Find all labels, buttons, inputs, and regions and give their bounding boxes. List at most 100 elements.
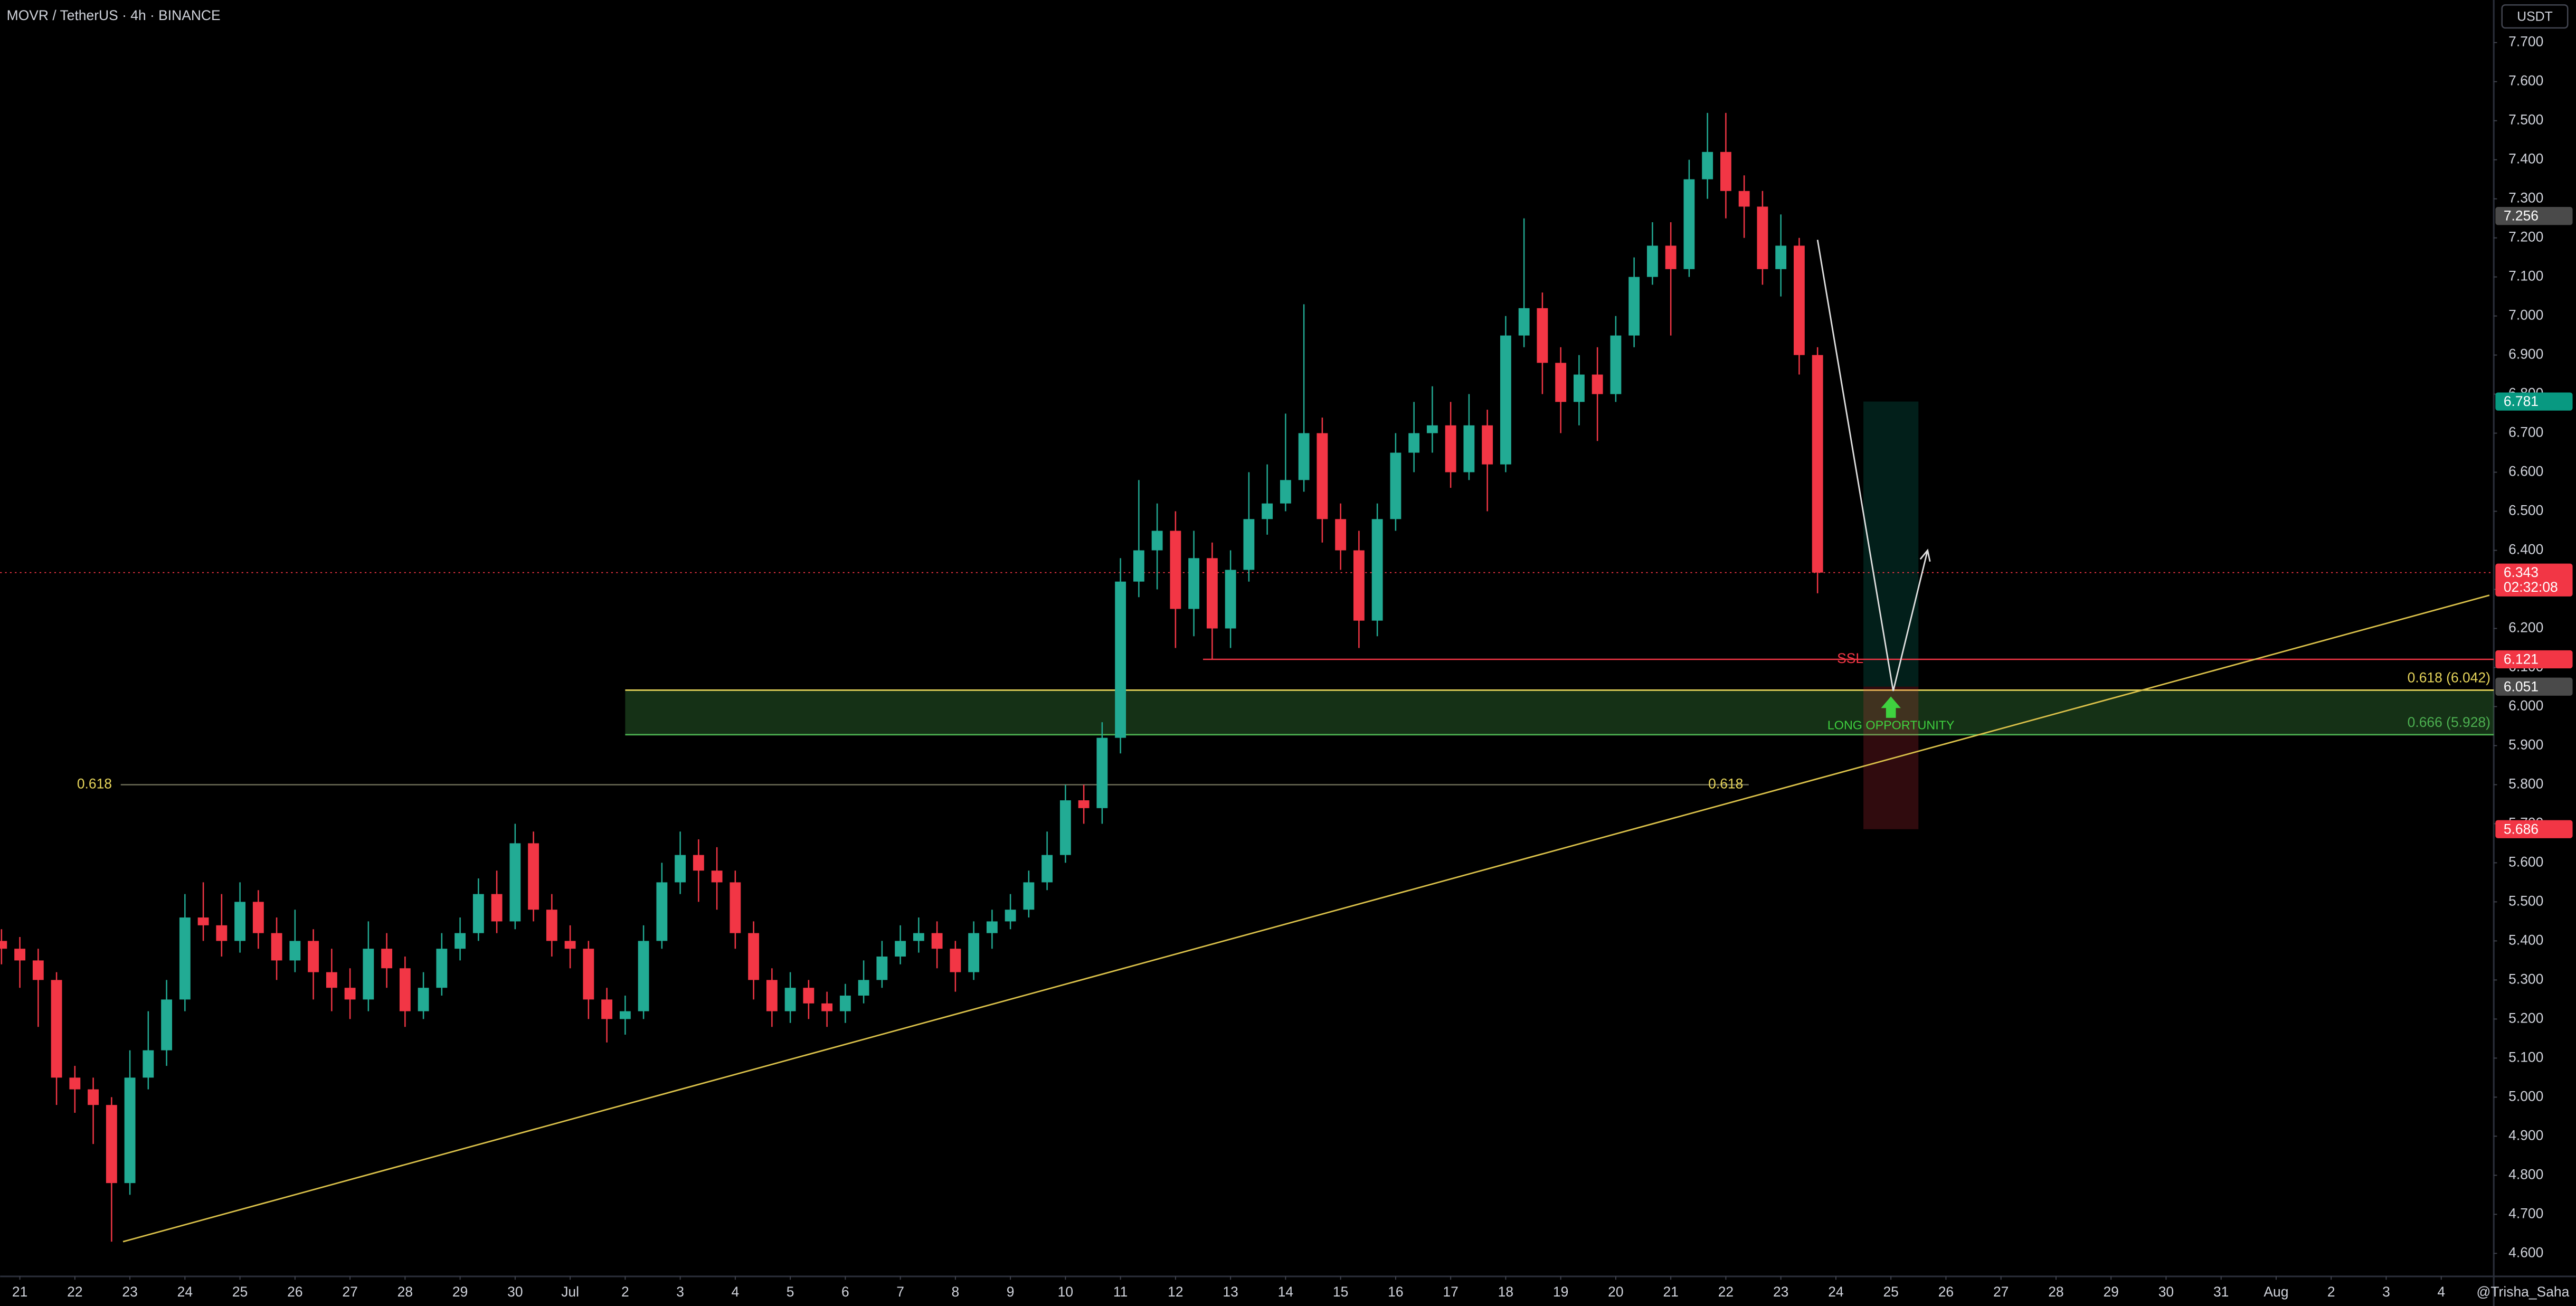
x-tick-label: 6 bbox=[841, 1284, 849, 1300]
candle-body bbox=[1059, 800, 1071, 855]
x-tick-label: Jul bbox=[561, 1284, 579, 1300]
fib-line-label-left: 0.618 bbox=[77, 775, 112, 791]
candle-body bbox=[0, 941, 7, 949]
candle-body bbox=[931, 933, 943, 949]
x-tick-label: 2 bbox=[2327, 1284, 2335, 1300]
candle-body bbox=[601, 999, 613, 1019]
x-tick-label: 4 bbox=[732, 1284, 740, 1300]
y-tick-label: 5.000 bbox=[2508, 1088, 2543, 1104]
x-tick-label: 22 bbox=[1718, 1284, 1734, 1300]
y-tick-label: 7.000 bbox=[2508, 307, 2543, 323]
candle-body bbox=[179, 917, 191, 1000]
candle-body bbox=[1683, 179, 1695, 269]
y-tick-label: 5.400 bbox=[2508, 932, 2543, 948]
candle-body bbox=[1793, 245, 1805, 355]
stop-badge bbox=[2495, 820, 2573, 838]
candle-body bbox=[1170, 531, 1181, 609]
y-tick-label: 7.300 bbox=[2508, 190, 2543, 206]
y-tick-label: 5.900 bbox=[2508, 736, 2543, 752]
candle-body bbox=[1335, 519, 1347, 551]
x-tick-label: 2 bbox=[621, 1284, 629, 1300]
candle-body bbox=[1317, 433, 1328, 519]
candle-body bbox=[821, 1003, 833, 1011]
long-arrow bbox=[1881, 696, 1901, 718]
position-target bbox=[1863, 401, 1919, 687]
x-tick-label: 14 bbox=[1278, 1284, 1293, 1300]
candle-body bbox=[986, 921, 998, 933]
trend-line bbox=[122, 594, 2490, 1243]
x-tick-label: 28 bbox=[397, 1284, 413, 1300]
x-tick-label: 8 bbox=[952, 1284, 960, 1300]
marker-price-badge bbox=[2495, 207, 2573, 225]
projection-path bbox=[1816, 240, 1929, 692]
long-label: LONG OPPORTUNITY bbox=[1827, 718, 1955, 732]
target-badge bbox=[2495, 392, 2573, 411]
currency-button[interactable] bbox=[2501, 4, 2569, 29]
candle-body bbox=[968, 933, 980, 972]
candle-body bbox=[803, 988, 815, 1004]
y-tick-label: 5.200 bbox=[2508, 1010, 2543, 1026]
candle-body bbox=[711, 870, 723, 883]
candle-body bbox=[1775, 245, 1787, 269]
fib-zone-bottom-label: 0.666 (5.928) bbox=[2408, 714, 2490, 730]
x-tick-label: 29 bbox=[452, 1284, 468, 1300]
candle-body bbox=[32, 960, 44, 980]
y-tick-label: 6.700 bbox=[2508, 424, 2543, 440]
x-tick-label: 21 bbox=[12, 1284, 27, 1300]
candle-body bbox=[69, 1077, 81, 1090]
candle-body bbox=[583, 949, 594, 1000]
candle-body bbox=[1463, 425, 1475, 472]
x-tick-label: 13 bbox=[1223, 1284, 1238, 1300]
x-tick-label: 17 bbox=[1443, 1284, 1458, 1300]
candle-body bbox=[472, 894, 484, 933]
x-tick-label: 23 bbox=[122, 1284, 137, 1300]
y-tick-label: 6.200 bbox=[2508, 619, 2543, 635]
candle-body bbox=[1262, 503, 1273, 519]
stop-badge-label: 5.686 bbox=[2504, 821, 2539, 837]
candle-body bbox=[730, 882, 741, 933]
candle-body bbox=[638, 941, 649, 1011]
candle-body bbox=[1592, 374, 1603, 394]
candle-body bbox=[308, 941, 319, 972]
ssl-label: SSL bbox=[1837, 650, 1863, 666]
current-price-label: 6.343 bbox=[2504, 564, 2539, 580]
ssl-badge-label: 6.121 bbox=[2504, 651, 2539, 667]
candle-body bbox=[1573, 374, 1585, 402]
candle-body bbox=[1280, 480, 1291, 504]
x-tick-label: 12 bbox=[1168, 1284, 1183, 1300]
candle-body bbox=[1702, 152, 1713, 179]
candle-body bbox=[1482, 425, 1493, 465]
x-tick-label: 10 bbox=[1058, 1284, 1073, 1300]
y-tick-label: 6.400 bbox=[2508, 541, 2543, 557]
candle-body bbox=[1243, 519, 1255, 570]
candle-body bbox=[895, 941, 906, 957]
candle-body bbox=[1353, 550, 1365, 621]
x-tick-label: 24 bbox=[1828, 1284, 1843, 1300]
candle-body bbox=[1115, 581, 1126, 738]
x-tick-label: 26 bbox=[1938, 1284, 1954, 1300]
y-tick-label: 7.200 bbox=[2508, 229, 2543, 245]
candle-body bbox=[344, 988, 356, 1000]
x-tick-label: 18 bbox=[1498, 1284, 1513, 1300]
candle-body bbox=[491, 894, 503, 922]
y-tick-label: 4.800 bbox=[2508, 1166, 2543, 1182]
candle-body bbox=[399, 968, 411, 1011]
y-tick-label: 5.100 bbox=[2508, 1049, 2543, 1065]
candle-body bbox=[1445, 425, 1456, 472]
candle-body bbox=[1133, 550, 1144, 582]
x-tick-label: 11 bbox=[1113, 1284, 1128, 1300]
candle-body bbox=[1371, 519, 1383, 621]
candle-body bbox=[1518, 308, 1530, 336]
candle-body bbox=[1720, 152, 1731, 191]
y-tick-label: 4.600 bbox=[2508, 1244, 2543, 1260]
candle-body bbox=[1390, 452, 1401, 519]
candle-body bbox=[1206, 558, 1218, 629]
y-tick-label: 5.300 bbox=[2508, 971, 2543, 987]
countdown-label: 02:32:08 bbox=[2504, 579, 2558, 595]
candle-body bbox=[1738, 191, 1750, 207]
x-tick-label: 30 bbox=[2158, 1284, 2174, 1300]
candle-body bbox=[1225, 570, 1236, 629]
currency-label[interactable]: USDT bbox=[2517, 9, 2553, 24]
y-tick-label: 7.100 bbox=[2508, 268, 2543, 284]
projection-arrowhead bbox=[1919, 548, 1931, 562]
